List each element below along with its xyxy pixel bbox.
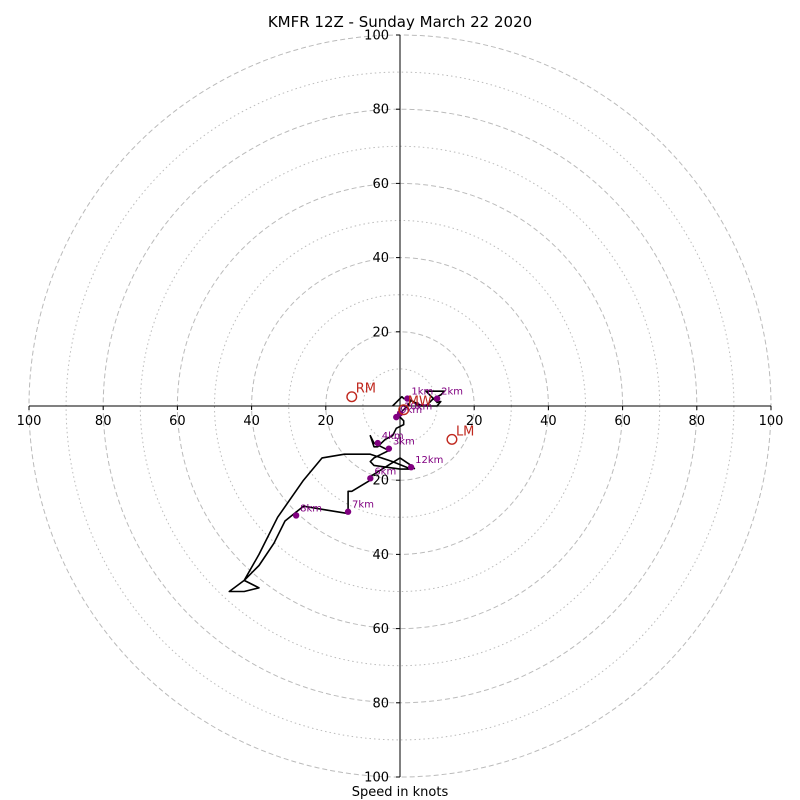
x-tick-label: 20 [318, 414, 335, 429]
height-marker [385, 445, 393, 452]
storm-motion-marker [346, 391, 358, 403]
height-marker [407, 464, 415, 471]
storm-motion-marker [446, 433, 458, 445]
x-tick-label: 100 [17, 414, 42, 429]
hodograph-trace-layer [228, 390, 446, 593]
height-marker-label: 1km [411, 387, 433, 398]
height-marker [292, 512, 300, 519]
height-marker-label: 2km [441, 387, 463, 398]
height-marker-label: 8km [300, 503, 322, 514]
height-marker [344, 508, 352, 515]
x-tick-label: 80 [689, 414, 706, 429]
x-tick-label: 60 [169, 414, 186, 429]
height-marker-label: 4km [382, 431, 404, 442]
y-tick-label: 20 [372, 325, 389, 340]
x-tick-label: 20 [466, 414, 483, 429]
storm-motion-label: MW [408, 395, 432, 410]
height-marker-label: 7km [352, 500, 374, 511]
height-marker [404, 395, 411, 402]
y-tick-label: 100 [364, 29, 389, 44]
height-marker [374, 439, 381, 447]
y-tick-label: 20 [372, 474, 389, 489]
y-tick-label: 80 [372, 103, 389, 118]
height-marker-label: 10km [404, 401, 432, 412]
height-marker-label: 9km [400, 405, 422, 416]
hodograph-trace [228, 390, 446, 593]
height-marker [433, 395, 441, 402]
height-marker-label: 12km [415, 455, 443, 466]
x-tick-label: 100 [759, 414, 784, 429]
tick-labels: 100 80 60 40 20 20 40 60 80 100 100 80 60 40 20 20 40 60 8… [17, 29, 784, 786]
x-tick-label: 80 [95, 414, 112, 429]
storm-motion-label: RM [356, 382, 376, 397]
height-marker [367, 475, 374, 482]
height-marker-label: 3km [393, 437, 415, 448]
y-tick-label: 80 [372, 696, 389, 711]
height-marker-label: 6km [374, 466, 396, 477]
x-axis-label: Speed in knots [352, 785, 449, 800]
y-tick-label: 40 [372, 548, 389, 563]
x-tick-label: 40 [243, 414, 260, 429]
chart-title: KMFR 12Z - Sunday March 22 2020 [268, 13, 532, 31]
y-tick-label: 40 [372, 251, 389, 266]
x-tick-label: 60 [614, 414, 631, 429]
y-tick-label: 60 [372, 177, 389, 192]
y-tick-label: 100 [364, 771, 389, 786]
x-tick-label: 40 [540, 414, 557, 429]
storm-motion-label: LM [456, 424, 474, 439]
storm-motion-marker [398, 404, 410, 416]
y-tick-label: 60 [372, 622, 389, 637]
